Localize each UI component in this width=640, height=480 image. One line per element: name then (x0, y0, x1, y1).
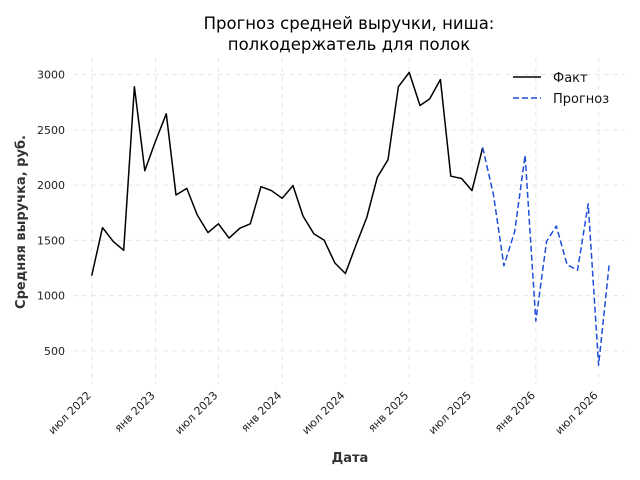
series-lines (90, 71, 611, 366)
x-tick-label: янв 2024 (239, 389, 285, 435)
legend-label-fact: Факт (553, 71, 588, 86)
y-tick-label: 500 (44, 345, 65, 358)
x-axis-ticks: июл 2022 янв 2023 июл 2023 янв 2024 июл 2024… (46, 389, 601, 437)
series-line-forecast (481, 147, 611, 366)
y-tick-label: 1000 (37, 290, 65, 303)
x-tick-label: янв 2026 (492, 389, 538, 435)
x-tick-label: июл 2022 (46, 389, 94, 437)
y-axis-label: Средняя выручка, руб. (14, 135, 29, 309)
x-tick-label: июл 2026 (553, 389, 601, 437)
chart-title-line-2: полкодержатель для полок (228, 35, 470, 54)
x-tick-label: июл 2023 (172, 389, 220, 437)
legend: Факт Прогноз (513, 71, 609, 107)
y-tick-label: 2000 (37, 179, 65, 192)
y-tick-label: 1500 (37, 234, 65, 247)
x-tick-label: июл 2025 (426, 389, 474, 437)
legend-label-forecast: Прогноз (553, 92, 609, 107)
x-tick-label: янв 2023 (112, 389, 158, 435)
y-axis-ticks: 500 1000 1500 2000 2500 3000 (37, 69, 65, 358)
grid (73, 58, 625, 384)
series-line-fact (90, 71, 484, 276)
y-tick-label: 3000 (37, 69, 65, 82)
x-tick-label: июл 2024 (299, 389, 347, 437)
x-tick-label: янв 2025 (365, 389, 411, 435)
y-tick-label: 2500 (37, 124, 65, 137)
x-axis-label: Дата (332, 451, 369, 466)
chart-title-line-1: Прогноз средней выручки, ниша: (204, 14, 495, 33)
